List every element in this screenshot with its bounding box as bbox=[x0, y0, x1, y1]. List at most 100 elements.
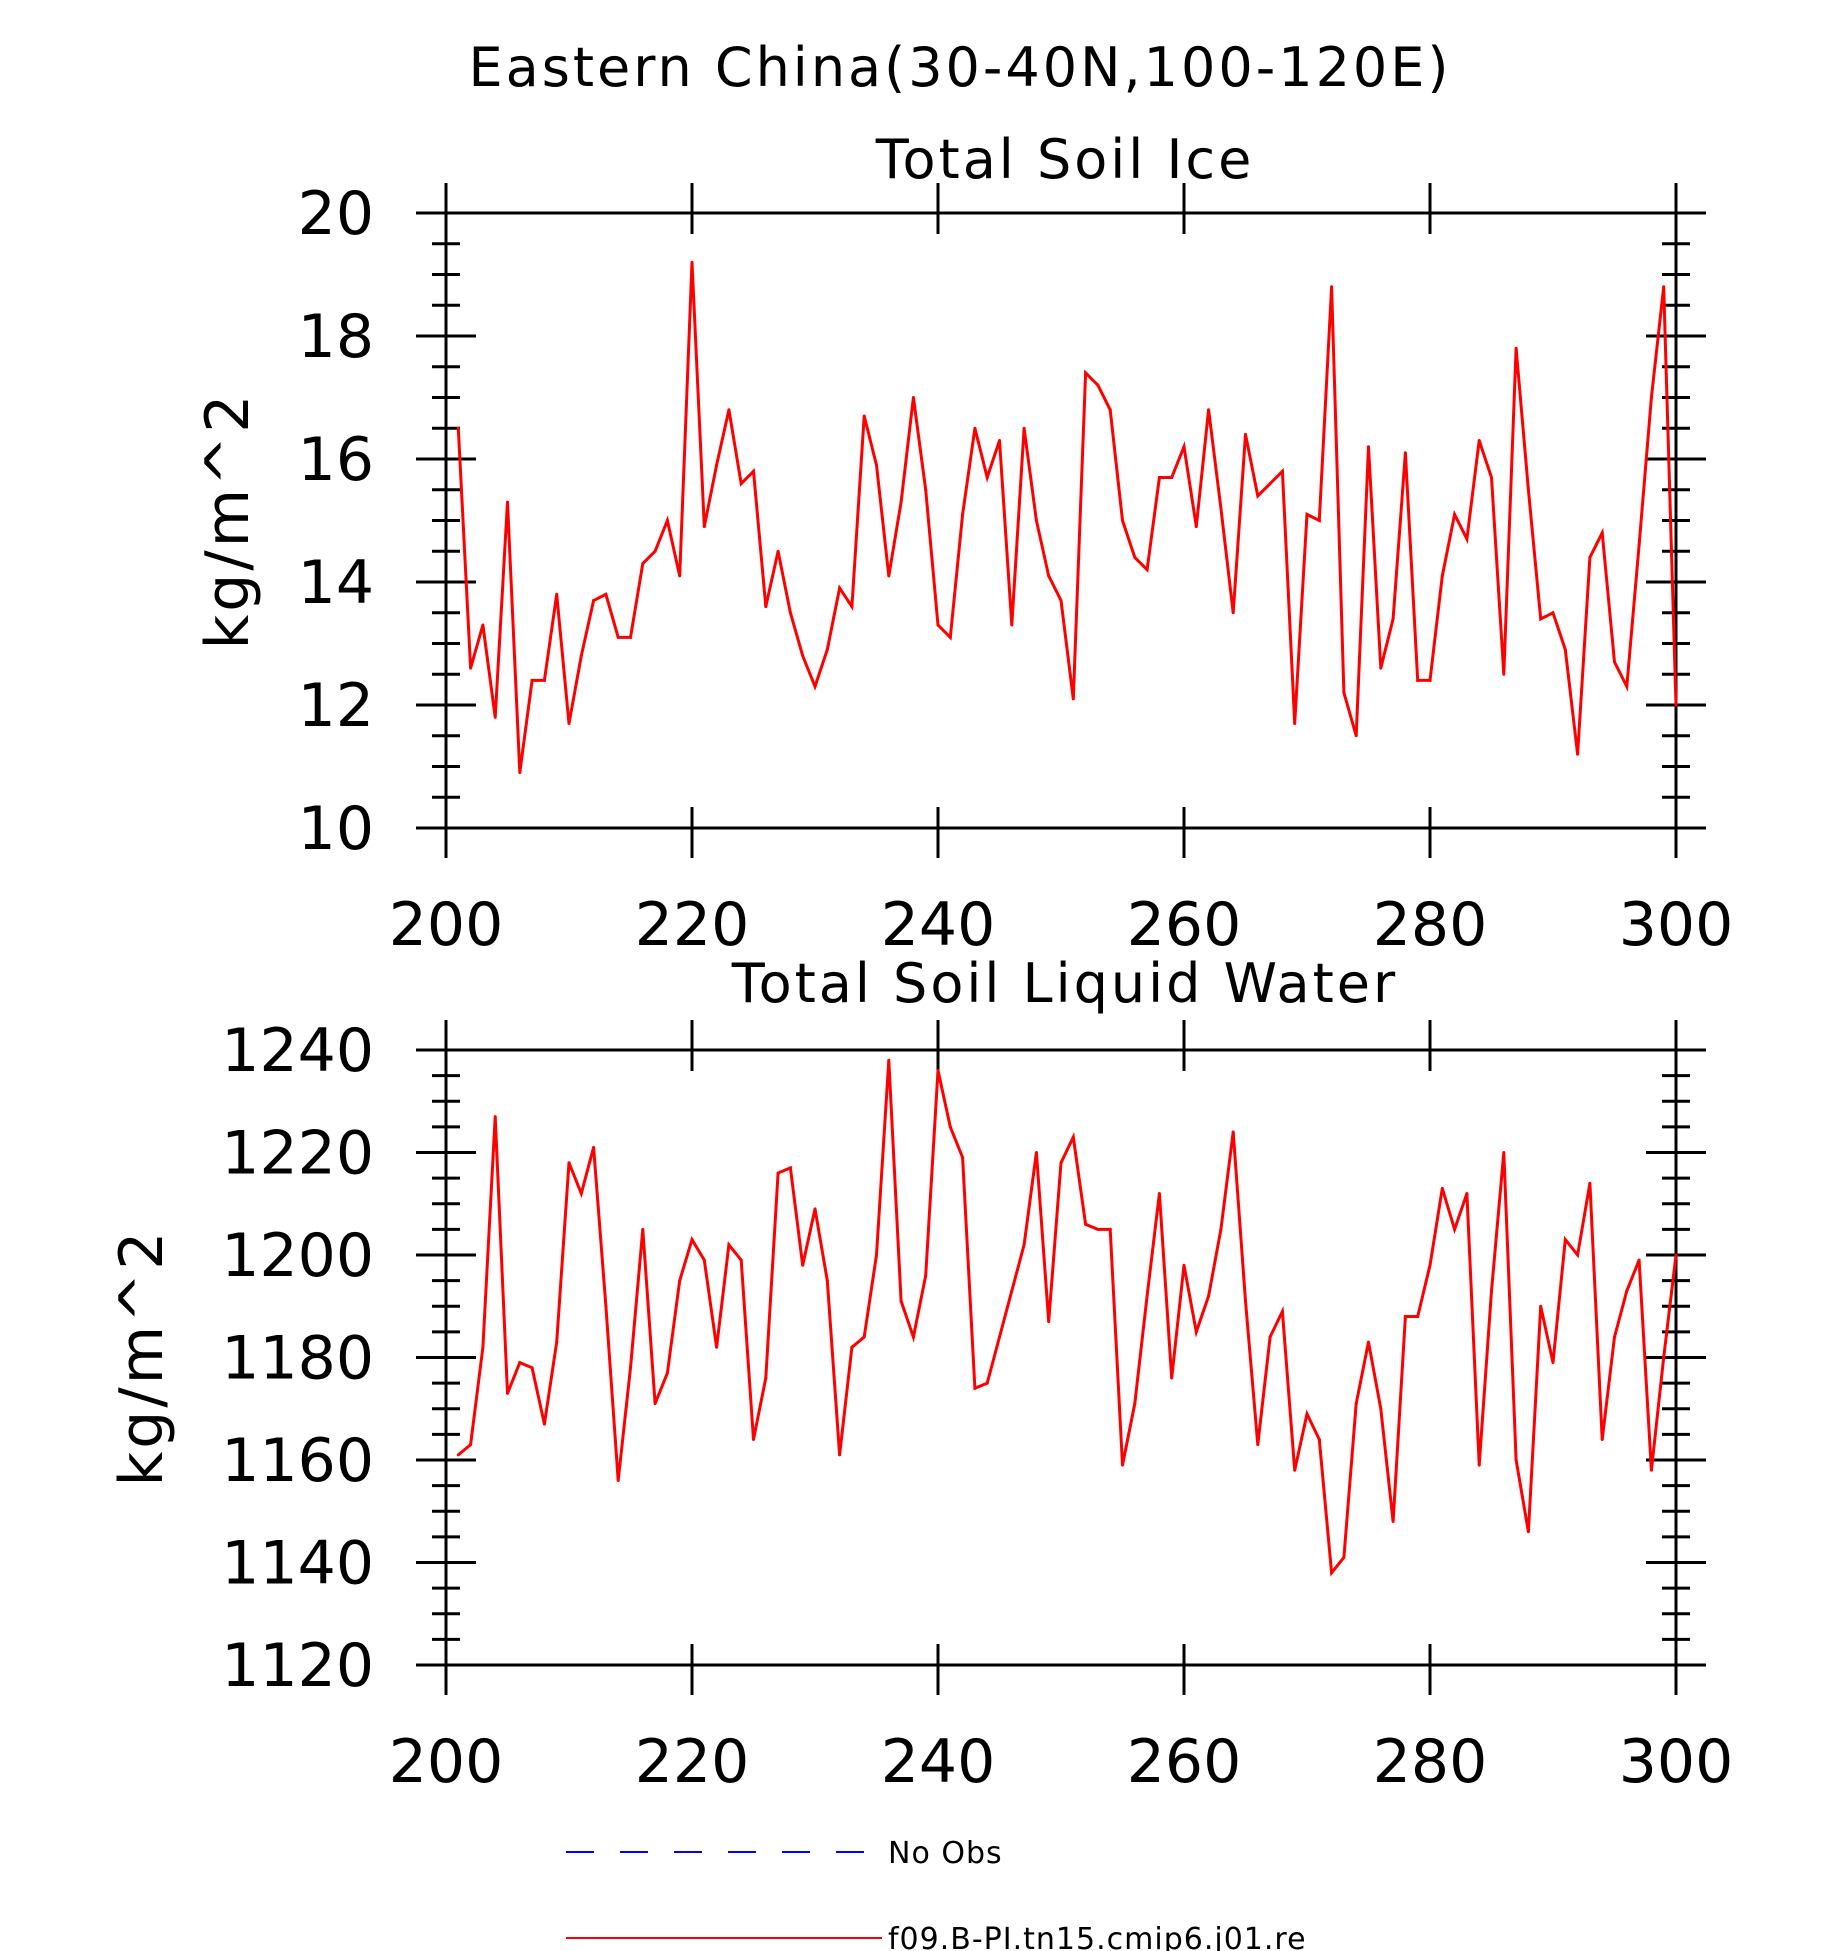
data-point bbox=[518, 1361, 522, 1365]
data-point bbox=[1526, 1530, 1530, 1534]
data-point bbox=[1416, 1315, 1420, 1318]
data-point bbox=[1010, 623, 1014, 627]
data-point bbox=[1600, 531, 1604, 535]
data-point bbox=[813, 685, 817, 688]
data-point bbox=[825, 1279, 829, 1283]
x-tick-label: 220 bbox=[635, 1727, 750, 1797]
data-point bbox=[1244, 1299, 1247, 1303]
data-point bbox=[801, 654, 805, 658]
data-point bbox=[1563, 648, 1567, 652]
series-line-1 bbox=[457, 1060, 1678, 1577]
data-point bbox=[567, 1161, 571, 1165]
data-point bbox=[604, 1304, 608, 1308]
data-point bbox=[1428, 678, 1432, 682]
data-point bbox=[1207, 1294, 1211, 1298]
data-point bbox=[1576, 752, 1580, 756]
data-point bbox=[1330, 1571, 1334, 1575]
data-point bbox=[776, 549, 780, 553]
data-point bbox=[481, 623, 485, 627]
series-line-1 bbox=[456, 262, 1678, 773]
chart-panel-2: Total Soil Liquid Water kg/m^2 200 220 240 26… bbox=[107, 952, 1733, 1797]
data-point bbox=[813, 1207, 817, 1211]
data-point bbox=[1637, 1258, 1641, 1262]
data-point bbox=[924, 488, 928, 492]
data-point bbox=[936, 1069, 940, 1072]
data-point bbox=[764, 605, 768, 609]
plot-frame-border bbox=[444, 1048, 1678, 1667]
data-point bbox=[788, 611, 792, 615]
y-tick-label: 20 bbox=[298, 179, 374, 249]
data-point bbox=[1305, 512, 1309, 516]
data-point bbox=[788, 1166, 792, 1170]
data-point bbox=[1010, 1289, 1014, 1293]
data-point bbox=[1157, 476, 1161, 479]
data-point bbox=[1121, 519, 1124, 522]
data-point bbox=[1477, 1463, 1481, 1467]
data-point bbox=[1022, 1243, 1026, 1247]
data-point bbox=[1613, 1335, 1616, 1339]
data-point bbox=[1379, 666, 1383, 670]
x-tick-label: 240 bbox=[881, 1727, 996, 1797]
data-point bbox=[653, 549, 657, 553]
data-point bbox=[825, 648, 829, 652]
data-point bbox=[1268, 1335, 1272, 1339]
legend: No Obs f09.B-PI.tn15.cmip6.j01.re bbox=[566, 1836, 1306, 1951]
data-point bbox=[1514, 1458, 1518, 1462]
data-point bbox=[862, 414, 866, 418]
data-point bbox=[1342, 691, 1346, 695]
y-tick-label: 1120 bbox=[221, 1631, 374, 1701]
y-axis-label: kg/m^2 bbox=[107, 1229, 177, 1487]
data-point bbox=[493, 715, 497, 719]
data-point bbox=[887, 574, 891, 578]
data-point bbox=[801, 1263, 805, 1267]
data-point bbox=[469, 666, 473, 670]
data-point bbox=[1649, 396, 1653, 399]
data-point bbox=[1059, 1161, 1063, 1165]
plot-area bbox=[448, 234, 1674, 807]
data-point bbox=[542, 678, 546, 682]
data-point bbox=[1342, 1555, 1346, 1559]
data-point bbox=[1551, 1361, 1555, 1365]
data-point bbox=[850, 605, 854, 609]
data-point bbox=[1563, 1238, 1567, 1242]
data-point bbox=[1502, 1151, 1506, 1154]
data-point bbox=[1182, 1263, 1186, 1267]
data-point bbox=[936, 623, 940, 627]
data-point bbox=[1613, 660, 1616, 664]
data-point bbox=[616, 1479, 620, 1482]
data-point bbox=[764, 1376, 768, 1380]
data-point bbox=[1170, 1376, 1174, 1380]
y-tick-label: 1140 bbox=[221, 1529, 374, 1599]
data-point bbox=[1465, 537, 1469, 541]
data-point bbox=[555, 1340, 559, 1344]
data-point bbox=[739, 482, 743, 486]
data-point bbox=[1231, 611, 1235, 615]
data-point bbox=[579, 1192, 583, 1195]
data-point bbox=[530, 1366, 534, 1370]
data-point bbox=[1649, 1468, 1653, 1472]
data-point bbox=[1526, 488, 1530, 492]
data-point bbox=[1428, 1263, 1432, 1267]
data-point bbox=[1625, 685, 1629, 688]
data-point bbox=[1194, 525, 1198, 529]
y-tick-label: 14 bbox=[298, 548, 374, 618]
data-point bbox=[1354, 734, 1358, 738]
series-points bbox=[456, 260, 1678, 775]
data-point bbox=[752, 1438, 755, 1441]
series-points bbox=[456, 1058, 1678, 1575]
data-point bbox=[616, 635, 620, 639]
data-point bbox=[715, 463, 719, 467]
data-point bbox=[1108, 1227, 1112, 1231]
data-point bbox=[1293, 1468, 1297, 1472]
data-point bbox=[678, 574, 682, 578]
y-tick-label: 1160 bbox=[221, 1426, 374, 1496]
x-tick-label: 280 bbox=[1373, 890, 1488, 960]
data-point bbox=[1588, 1181, 1592, 1185]
data-point bbox=[1084, 371, 1088, 375]
data-point bbox=[1490, 1289, 1493, 1293]
data-point bbox=[1256, 1443, 1260, 1447]
data-point bbox=[1022, 426, 1026, 430]
data-point bbox=[481, 1345, 485, 1349]
data-point bbox=[1453, 1227, 1457, 1231]
